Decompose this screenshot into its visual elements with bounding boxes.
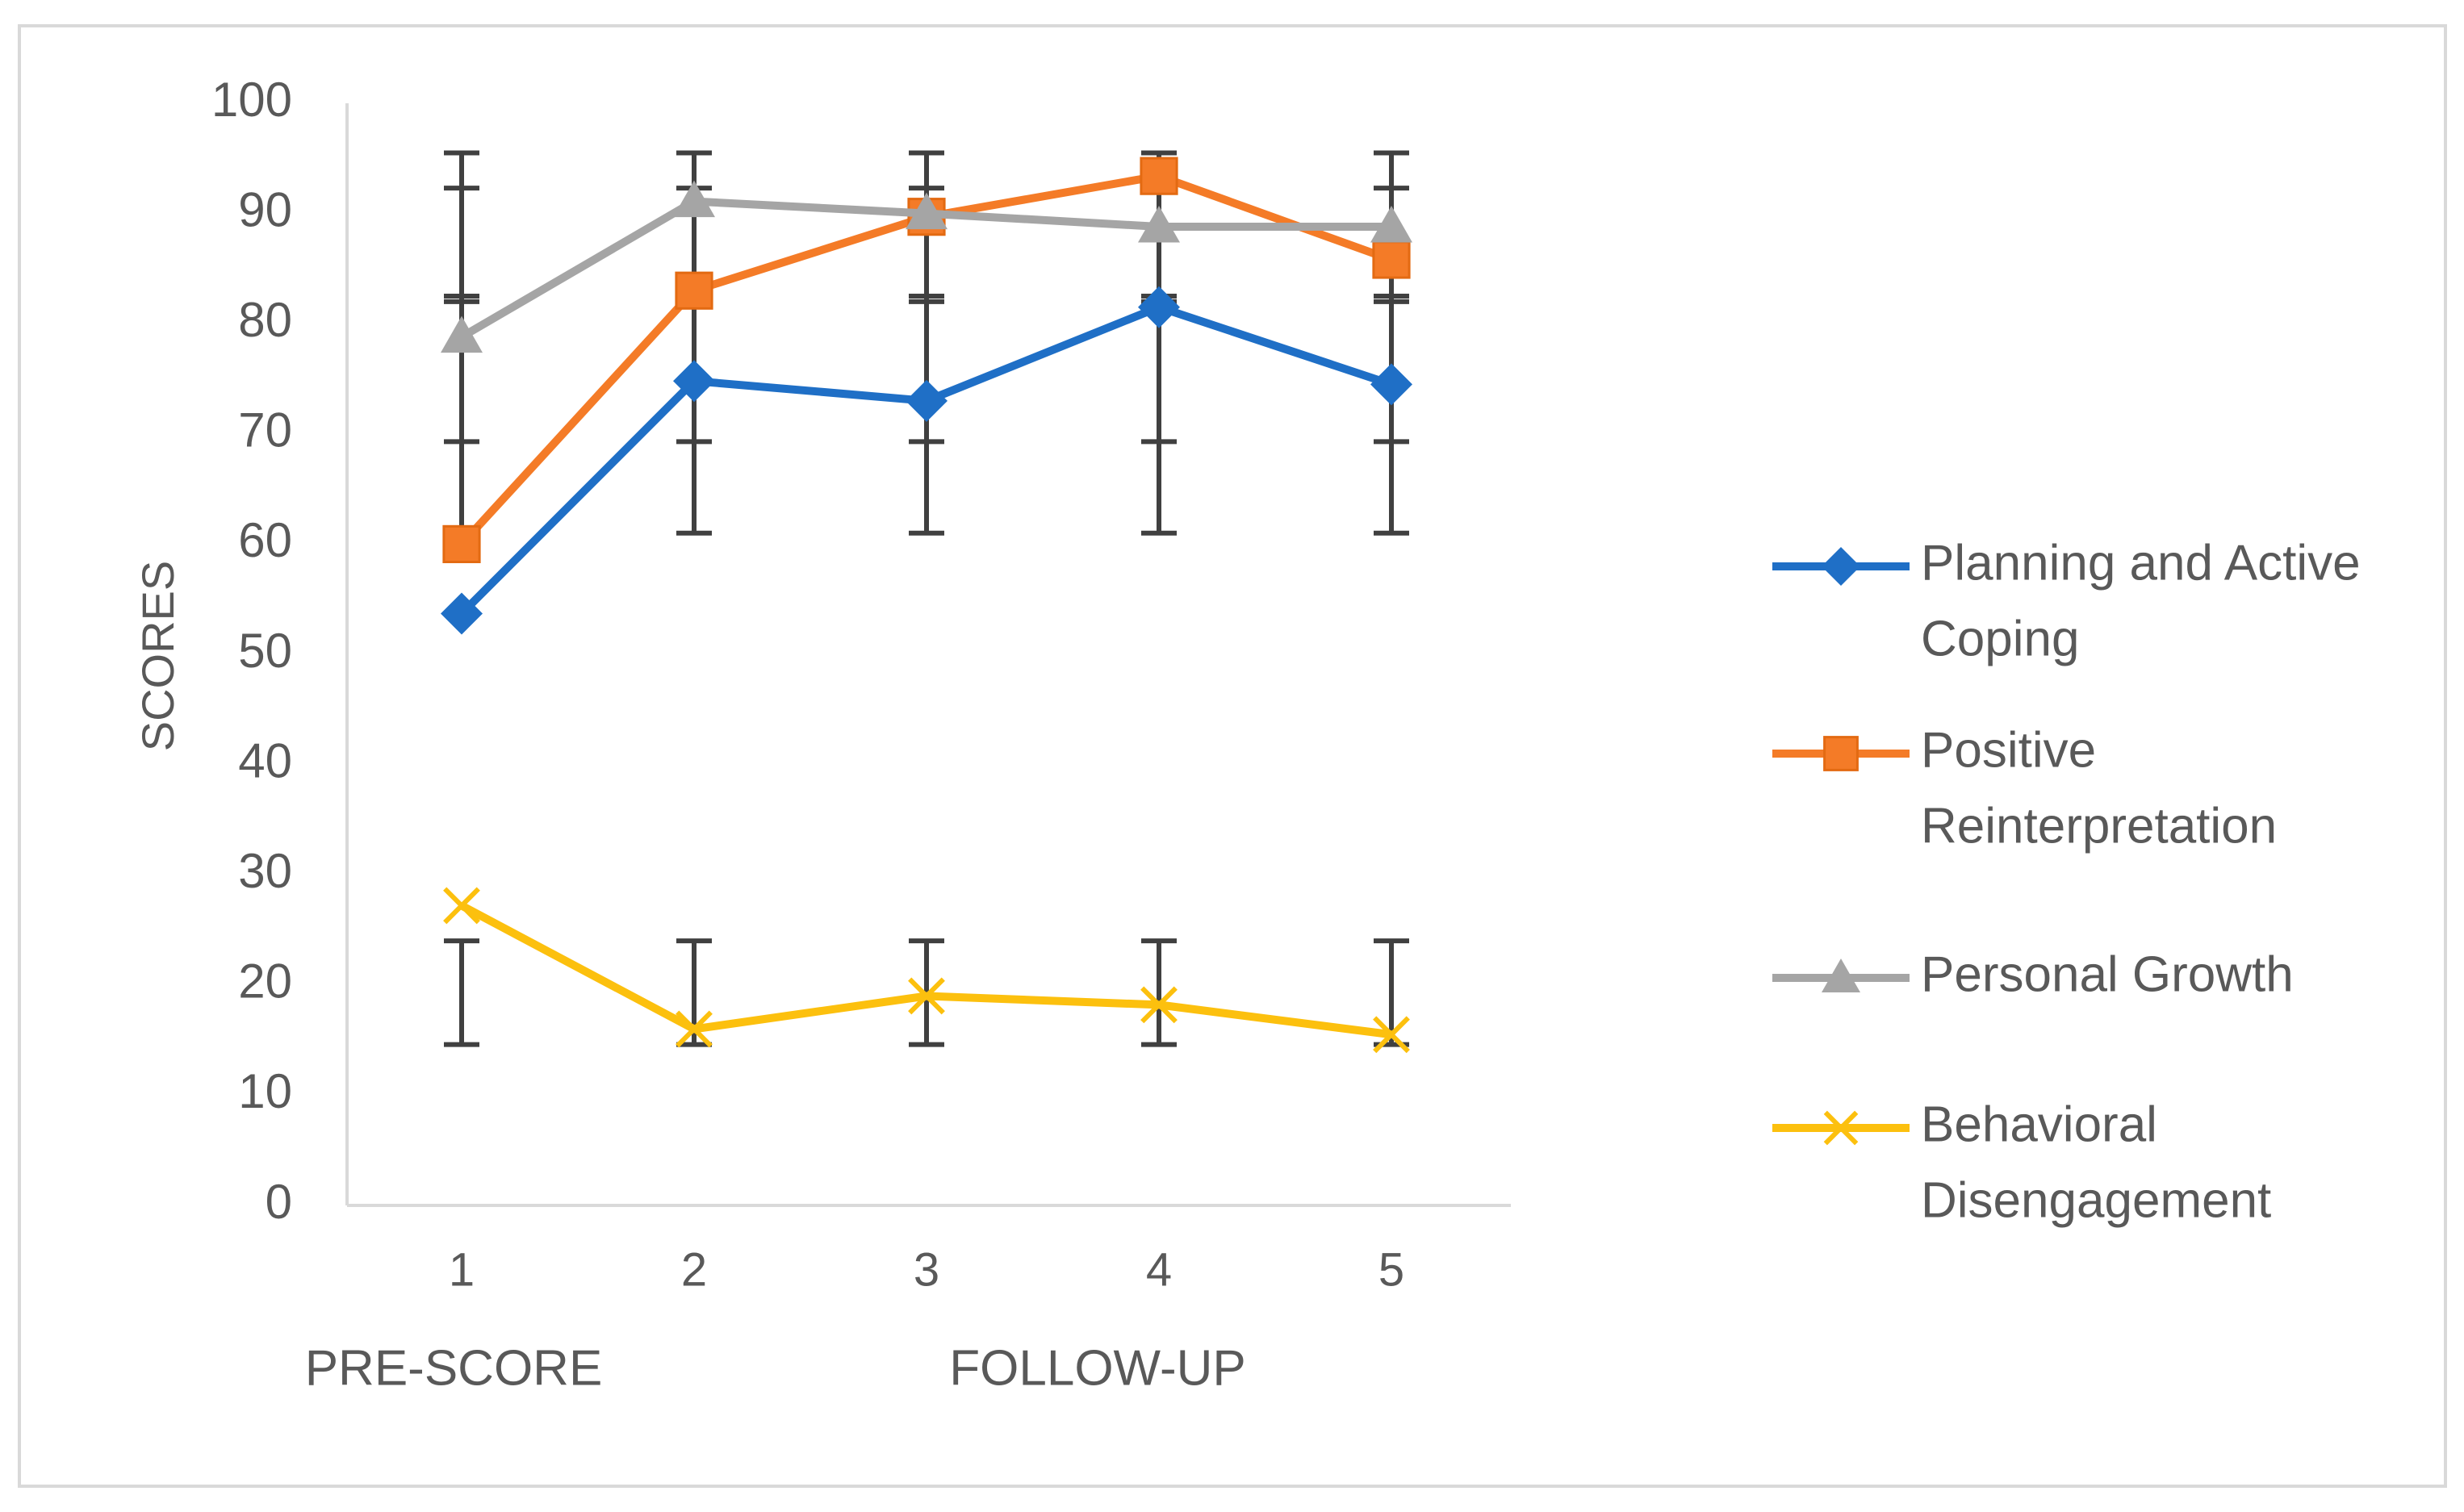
y-tick-label: 100: [211, 73, 292, 127]
data-point-x: [908, 977, 945, 1015]
legend-label: Disengagement: [1921, 1172, 2271, 1228]
y-axis-title: SCORES: [132, 561, 183, 752]
data-point-triangle: [1370, 205, 1412, 243]
legend-label: Planning and Active: [1921, 535, 2361, 591]
legend-label: Coping: [1921, 611, 2079, 666]
x-group-label-pre-score: PRE-SCORE: [305, 1340, 603, 1396]
y-tick-labels: 0 10 20 30 40 50 60 70 80 90 100: [211, 73, 292, 1229]
data-point-triangle: [906, 192, 948, 230]
chart-border: [18, 24, 2447, 1488]
y-tick-label: 60: [238, 513, 292, 567]
data-point-square: [1823, 736, 1859, 771]
data-point-diamond: [1822, 547, 1860, 586]
y-tick-label: 0: [266, 1175, 292, 1229]
x-tick-label: 5: [1378, 1243, 1404, 1296]
data-point-diamond: [673, 360, 715, 403]
legend-label: Behavioral: [1921, 1096, 2157, 1152]
data-point-x: [443, 887, 480, 925]
y-tick-label: 80: [238, 293, 292, 347]
legend-label: Positive: [1921, 722, 2096, 778]
y-tick-label: 90: [238, 182, 292, 236]
data-point-x: [1823, 1110, 1859, 1146]
data-point-square: [442, 524, 481, 563]
legend-label: Reinterpretation: [1921, 798, 2277, 854]
data-point-diamond: [906, 379, 948, 422]
x-tick-label: 1: [449, 1243, 475, 1296]
y-tick-label: 10: [238, 1064, 292, 1118]
data-point-diamond: [441, 592, 483, 635]
legend-label: Personal Growth: [1921, 946, 2294, 1002]
data-point-square: [1372, 240, 1411, 279]
data-point-diamond: [1370, 363, 1412, 406]
data-point-triangle: [1822, 959, 1860, 992]
data-point-x: [1140, 986, 1178, 1024]
series-lines: [441, 157, 1412, 1054]
data-point-x: [676, 1010, 713, 1048]
y-tick-label: 70: [238, 403, 292, 457]
x-tick-label: 4: [1146, 1243, 1172, 1296]
x-tick-label: 3: [914, 1243, 939, 1296]
data-point-x: [1373, 1016, 1410, 1054]
y-tick-label: 50: [238, 624, 292, 678]
data-point-square: [1140, 157, 1178, 195]
legend: Planning and Active Coping Positive Reinter…: [1772, 535, 2361, 1228]
data-point-diamond: [1138, 286, 1180, 328]
data-point-triangle: [1138, 205, 1180, 243]
data-point-triangle: [441, 315, 483, 353]
x-group-label-follow-up: FOLLOW-UP: [949, 1340, 1245, 1396]
data-point-square: [675, 271, 713, 310]
y-tick-label: 40: [238, 733, 292, 787]
y-tick-label: 20: [238, 954, 292, 1009]
y-tick-label: 30: [238, 844, 292, 898]
x-tick-labels: 1 2 3 4 5: [449, 1243, 1404, 1296]
x-tick-label: 2: [681, 1243, 707, 1296]
data-point-triangle: [673, 180, 715, 218]
